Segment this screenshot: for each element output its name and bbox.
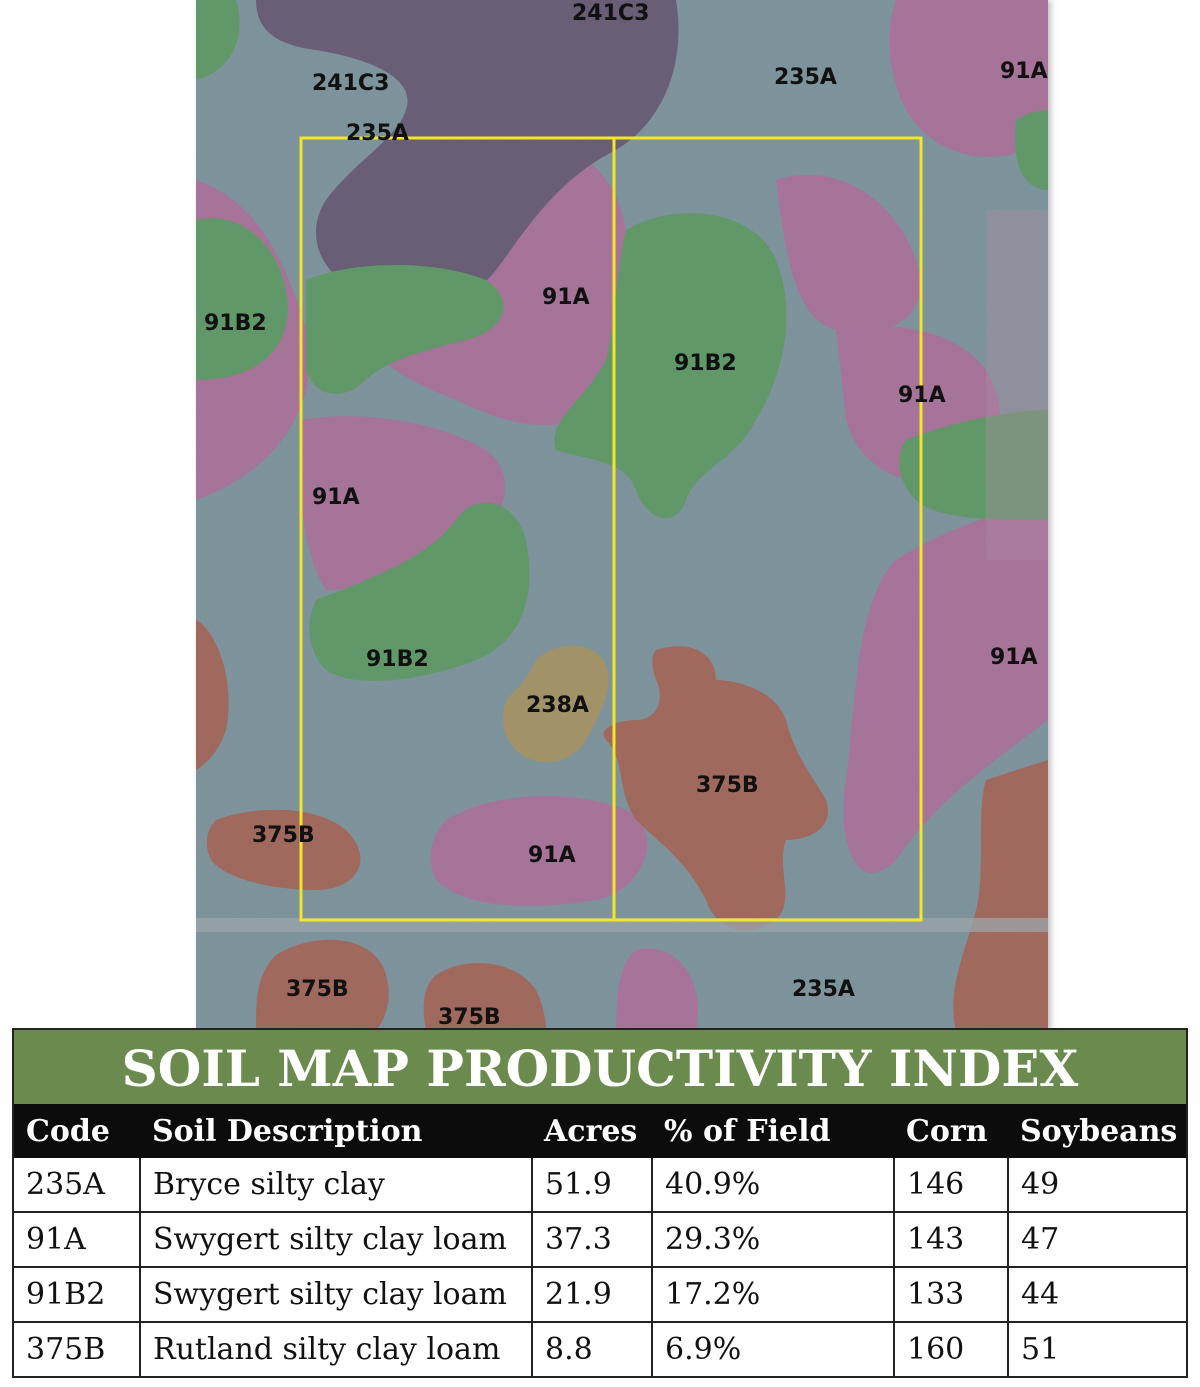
column-header: % of Field xyxy=(652,1104,894,1158)
cell-percent: 40.9% xyxy=(651,1158,895,1213)
soil-label: 375B xyxy=(286,977,349,1002)
cell-acres: 51.9 xyxy=(531,1158,653,1213)
cell-corn: 133 xyxy=(893,1267,1009,1323)
table-row: 91B2 Swygert silty clay loam 21.9 17.2% … xyxy=(14,1267,1186,1323)
table-row: 375B Rutland silty clay loam 8.8 6.9% 16… xyxy=(14,1322,1186,1376)
soil-label: 91A xyxy=(542,285,590,310)
aerial-texture xyxy=(196,0,1048,1030)
cell-soybeans: 44 xyxy=(1007,1267,1186,1323)
soil-label: 91A xyxy=(528,843,576,868)
cell-acres: 37.3 xyxy=(531,1212,653,1268)
soil-map: 241C3 235A 91A 241C3 235A 91B2 91A 91B2 … xyxy=(196,0,1048,1030)
column-header: Acres xyxy=(532,1104,652,1158)
soil-label: 238A xyxy=(526,693,589,718)
cell-soybeans: 51 xyxy=(1007,1322,1186,1376)
column-header: Code xyxy=(14,1104,140,1158)
cell-description: Rutland silty clay loam xyxy=(139,1322,533,1376)
cell-description: Swygert silty clay loam xyxy=(139,1267,533,1323)
cell-corn: 143 xyxy=(893,1212,1009,1268)
soil-label: 375B xyxy=(438,1005,501,1030)
cell-acres: 8.8 xyxy=(531,1322,653,1376)
column-header: Corn xyxy=(894,1104,1008,1158)
cell-code: 91B2 xyxy=(14,1267,141,1323)
soil-map-canvas: 241C3 235A 91A 241C3 235A 91B2 91A 91B2 … xyxy=(196,0,1048,1030)
cell-percent: 6.9% xyxy=(651,1322,895,1376)
cell-percent: 17.2% xyxy=(651,1267,895,1323)
cell-percent: 29.3% xyxy=(651,1212,895,1268)
soil-label: 91A xyxy=(1000,59,1048,84)
column-header: Soybeans xyxy=(1008,1104,1186,1158)
table-row: 91A Swygert silty clay loam 37.3 29.3% 1… xyxy=(14,1212,1186,1268)
field-boundary xyxy=(299,136,923,922)
cell-code: 375B xyxy=(14,1322,141,1376)
soil-label: 241C3 xyxy=(312,71,389,96)
soil-label: 91A xyxy=(898,383,946,408)
soil-label: 235A xyxy=(346,121,409,146)
soil-label: 91B2 xyxy=(674,351,737,376)
soil-label: 91A xyxy=(990,645,1038,670)
cell-soybeans: 47 xyxy=(1007,1212,1186,1268)
soil-label: 91B2 xyxy=(366,647,429,672)
column-header: Soil Description xyxy=(140,1104,532,1158)
table-row: 235A Bryce silty clay 51.9 40.9% 146 49 xyxy=(14,1158,1186,1213)
soil-label: 235A xyxy=(774,65,837,90)
table-header-row: Code Soil Description Acres % of Field C… xyxy=(14,1104,1186,1158)
table-title: SOIL MAP PRODUCTIVITY INDEX xyxy=(14,1030,1186,1104)
cell-code: 91A xyxy=(14,1212,141,1268)
soil-label: 91A xyxy=(312,485,360,510)
soil-label: 91B2 xyxy=(204,311,267,336)
soil-label: 241C3 xyxy=(572,1,649,26)
soil-label: 375B xyxy=(696,773,759,798)
soil-labels: 241C3 235A 91A 241C3 235A 91B2 91A 91B2 … xyxy=(204,1,1048,1030)
cell-corn: 146 xyxy=(893,1158,1009,1213)
cell-description: Bryce silty clay xyxy=(139,1158,533,1213)
soil-label: 235A xyxy=(792,977,855,1002)
cell-acres: 21.9 xyxy=(531,1267,653,1323)
cell-soybeans: 49 xyxy=(1007,1158,1186,1213)
productivity-index-table: SOIL MAP PRODUCTIVITY INDEX Code Soil De… xyxy=(12,1028,1188,1378)
cell-corn: 160 xyxy=(893,1322,1009,1376)
soil-table: Code Soil Description Acres % of Field C… xyxy=(14,1104,1186,1376)
soil-label: 375B xyxy=(252,823,315,848)
cell-code: 235A xyxy=(14,1158,141,1213)
cell-description: Swygert silty clay loam xyxy=(139,1212,533,1268)
